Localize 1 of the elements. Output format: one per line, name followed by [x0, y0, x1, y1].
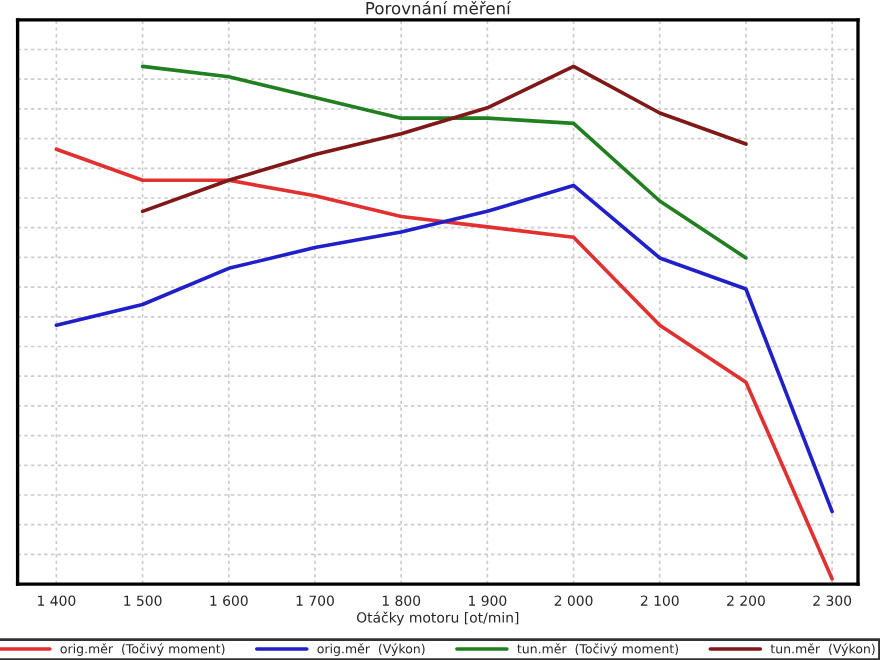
chart-title: Porovnání měření	[366, 0, 512, 15]
